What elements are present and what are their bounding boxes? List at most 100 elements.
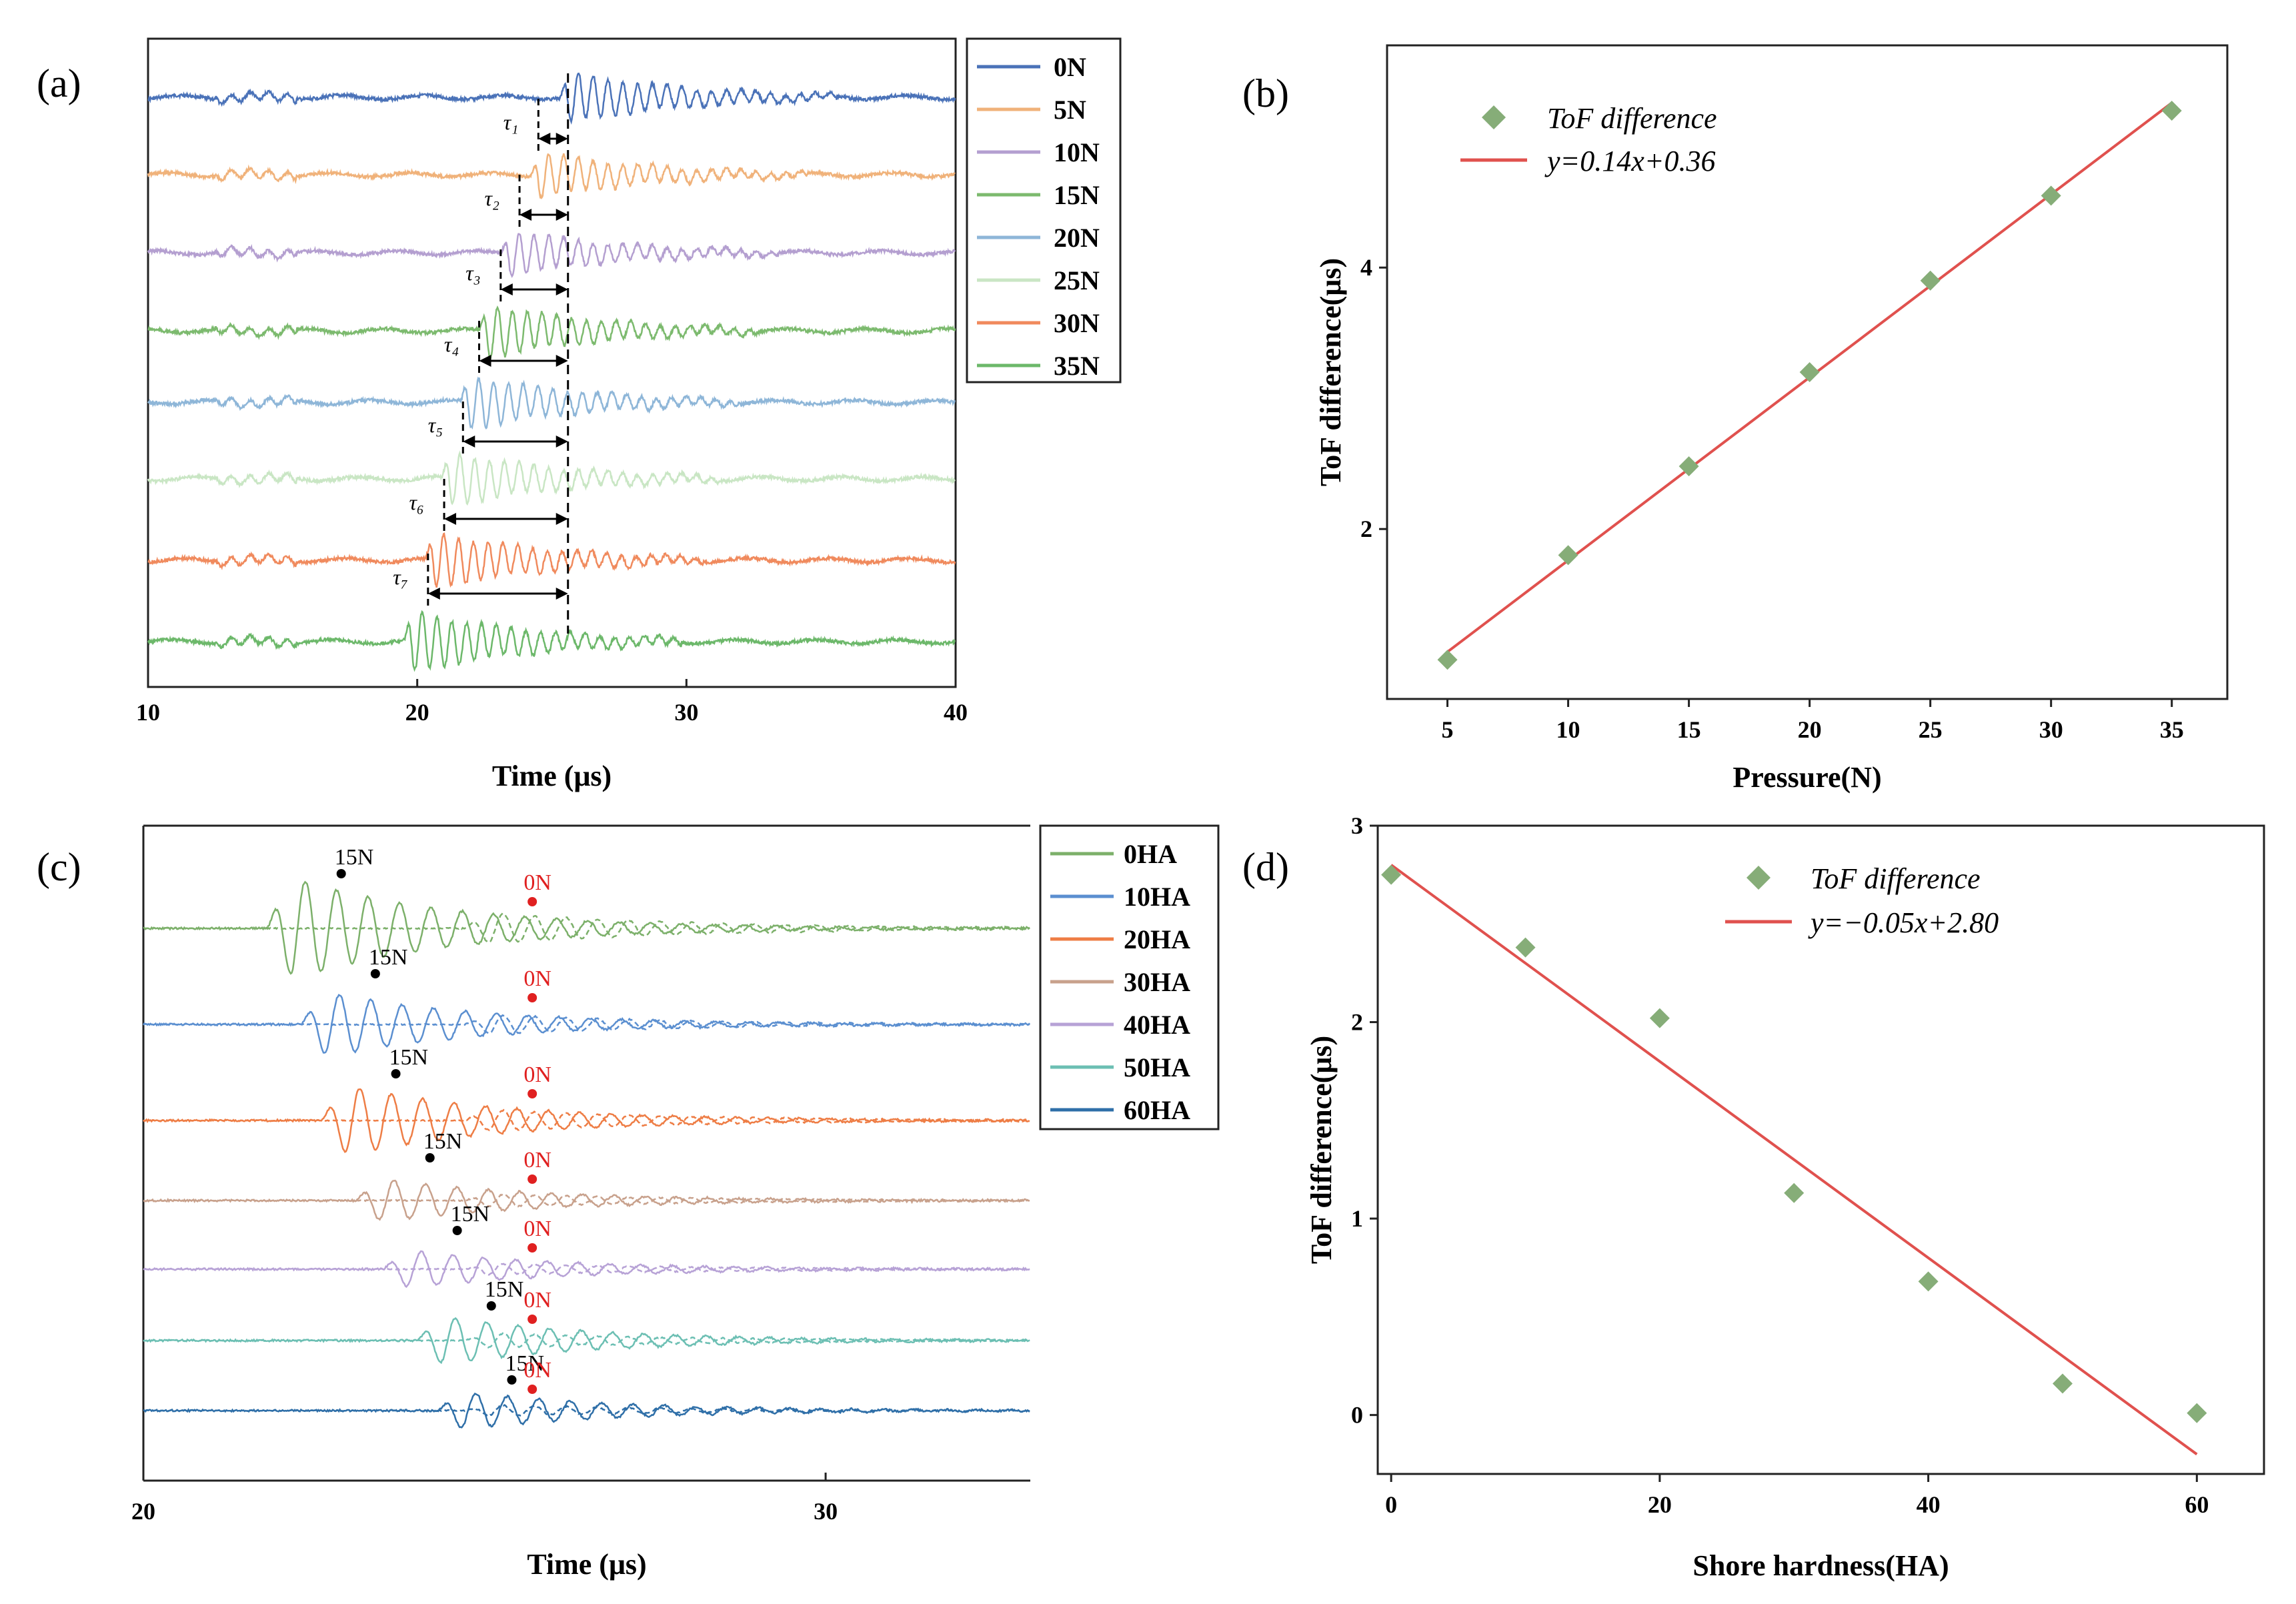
panel-c-0N-label: 0N (523, 1062, 551, 1087)
panel-a-arrow-left (463, 436, 475, 448)
panel-c-0N-point (527, 1089, 537, 1098)
panel-d-legend-marker-label: ToF difference (1811, 862, 1981, 895)
panel-b-xtick-label: 25 (1919, 716, 1943, 743)
panel-a-arrow-right (555, 209, 568, 221)
panel-a-arrow-left (538, 133, 551, 145)
panel-c-15N-point (370, 969, 380, 978)
panel-a-series-5N (147, 153, 956, 200)
panel-a-legend-label: 0N (1054, 52, 1086, 82)
panel-c-15N-point (425, 1153, 435, 1162)
panel-d-label: (d) (1242, 845, 1289, 889)
panel-d-xlabel: Shore hardness(HA) (1692, 1549, 1949, 1582)
panel-c-15N-label: 15N (423, 1129, 463, 1154)
panel-a-arrow-left (479, 355, 491, 367)
panel-a-xtick-label: 30 (674, 699, 698, 726)
panel-c-series-15N-0HA (143, 880, 1030, 975)
panel-c-series-0N-30HA (143, 1193, 1030, 1208)
panel-c-legend-label: 0HA (1124, 839, 1177, 869)
panel-d-marker (2052, 1373, 2073, 1394)
panel-a-legend-label: 30N (1054, 308, 1100, 338)
panel-c-0N-label: 0N (523, 870, 551, 895)
panel-a-series-25N (147, 450, 956, 506)
panel-d-ytick-label: 3 (1351, 812, 1363, 839)
panel-b-ytick-label: 4 (1360, 254, 1372, 281)
panel-a-series-15N (147, 305, 956, 361)
panel-c-15N-label: 15N (485, 1277, 524, 1302)
panel-a-series-0N (147, 72, 956, 125)
panel-c-legend-label: 30HA (1124, 967, 1190, 997)
panel-a-arrow-left (427, 588, 440, 600)
panel-a-arrow-right (555, 355, 568, 367)
panel-c-0N-label: 0N (523, 1288, 551, 1313)
panel-c-legend-label: 10HA (1124, 882, 1190, 912)
panel-d-legend-fit-label: y=−0.05x+2.80 (1808, 906, 1999, 939)
panel-c-0N-point (527, 993, 537, 1002)
panel-b-frame (1386, 44, 2229, 700)
panel-b-marker (1558, 545, 1578, 566)
panel-a-arrow-right (555, 436, 568, 448)
panel-a-xtick-label: 20 (405, 699, 429, 726)
panel-c-15N-point (452, 1226, 462, 1235)
panel-c-series-0N-10HA (143, 1014, 1030, 1034)
panel-a-arrow-right (555, 133, 568, 145)
panel-c-15N-label: 15N (505, 1351, 544, 1376)
panel-d-marker (1381, 864, 1402, 885)
panel-b-legend-fit-label: y=0.14x+0.36 (1544, 145, 1715, 177)
panel-d-frame (1376, 824, 2265, 1475)
panel-d-fit-line (1390, 864, 2198, 1456)
panel-c-xtick-label: 30 (814, 1498, 838, 1525)
panel-d-marker (1918, 1271, 1939, 1292)
panel-c-legend-label: 40HA (1124, 1010, 1190, 1040)
panel-b-marker (2041, 185, 2061, 206)
panel-b-xtick-label: 20 (1798, 716, 1822, 743)
panel-b-marker (1920, 270, 1941, 291)
panel-d-marker (1649, 1008, 1670, 1028)
panel-c-15N-label: 15N (389, 1045, 429, 1070)
panel-d-legend-marker (1747, 866, 1771, 890)
panel-a: (a) 10 20 30 40 Time (μs) τ₁ τ₂ τ₃ τ₄ τ₅ τ₆ τ₇ 0N 5N 10… (37, 37, 1122, 792)
panel-b-label: (b) (1242, 71, 1289, 115)
panel-c-series-15N-40HA (143, 1250, 1030, 1289)
panel-d: (d) 0 20 40 60 0 1 2 3 Shore hardness(HA) ToF diff… (1242, 812, 2265, 1582)
panel-a-legend-label: 25N (1054, 265, 1100, 295)
panel-b-xtick-label: 30 (2039, 716, 2063, 743)
panel-c-series-15N-50HA (143, 1317, 1030, 1365)
panel-c-series-0N-20HA (143, 1108, 1030, 1132)
panel-c-0N-point (527, 897, 537, 906)
panel-c-0N-label: 0N (523, 1358, 551, 1383)
panel-c-15N-point (507, 1375, 517, 1385)
panel-d-ytick-label: 0 (1351, 1402, 1363, 1429)
panel-b-xtick-label: 5 (1442, 716, 1454, 743)
panel-a-tau-label: τ₁ (503, 110, 519, 134)
panel-d-ytick-label: 2 (1351, 1009, 1363, 1036)
panel-a-arrow-left (519, 209, 532, 221)
panel-c-xlabel: Time (μs) (527, 1548, 646, 1581)
panel-a-tau-label: τ₄ (444, 332, 459, 356)
panel-b-marker (1437, 650, 1458, 670)
panel-a-tau-label: τ₆ (409, 490, 424, 514)
panel-d-ylabel: ToF difference(μs) (1305, 1036, 1338, 1264)
panel-c-series-0N-0HA (143, 912, 1030, 944)
panel-a-legend-label: 10N (1054, 137, 1100, 167)
panel-a-arrow-right (555, 513, 568, 525)
panel-c-legend-label: 20HA (1124, 924, 1190, 954)
panel-b-marker (1678, 456, 1699, 477)
panel-a-tau-label: τ₂ (484, 186, 499, 210)
panel-b-marker (2161, 101, 2182, 121)
panel-c-series-15N-60HA (143, 1393, 1030, 1429)
panel-a-arrow-right (555, 283, 568, 295)
panel-b-legend-marker (1482, 105, 1506, 129)
panel-a-series-20N (147, 376, 956, 430)
panel-d-xtick-label: 0 (1385, 1491, 1397, 1518)
panel-a-tau-label: τ₇ (393, 565, 408, 589)
panel-a-arrow-right (555, 588, 568, 600)
panel-c-15N-label: 15N (369, 945, 408, 970)
panel-b-marker (1799, 362, 1820, 382)
panel-d-xtick-label: 60 (2185, 1491, 2209, 1518)
panel-c-15N-point (391, 1069, 401, 1078)
panel-c-0N-point (527, 1243, 537, 1253)
panel-a-tau-label: τ₃ (465, 261, 481, 285)
panel-a-legend-label: 5N (1054, 95, 1086, 125)
panel-d-ytick-label: 1 (1351, 1205, 1363, 1232)
panel-d-xtick-label: 20 (1648, 1491, 1672, 1518)
